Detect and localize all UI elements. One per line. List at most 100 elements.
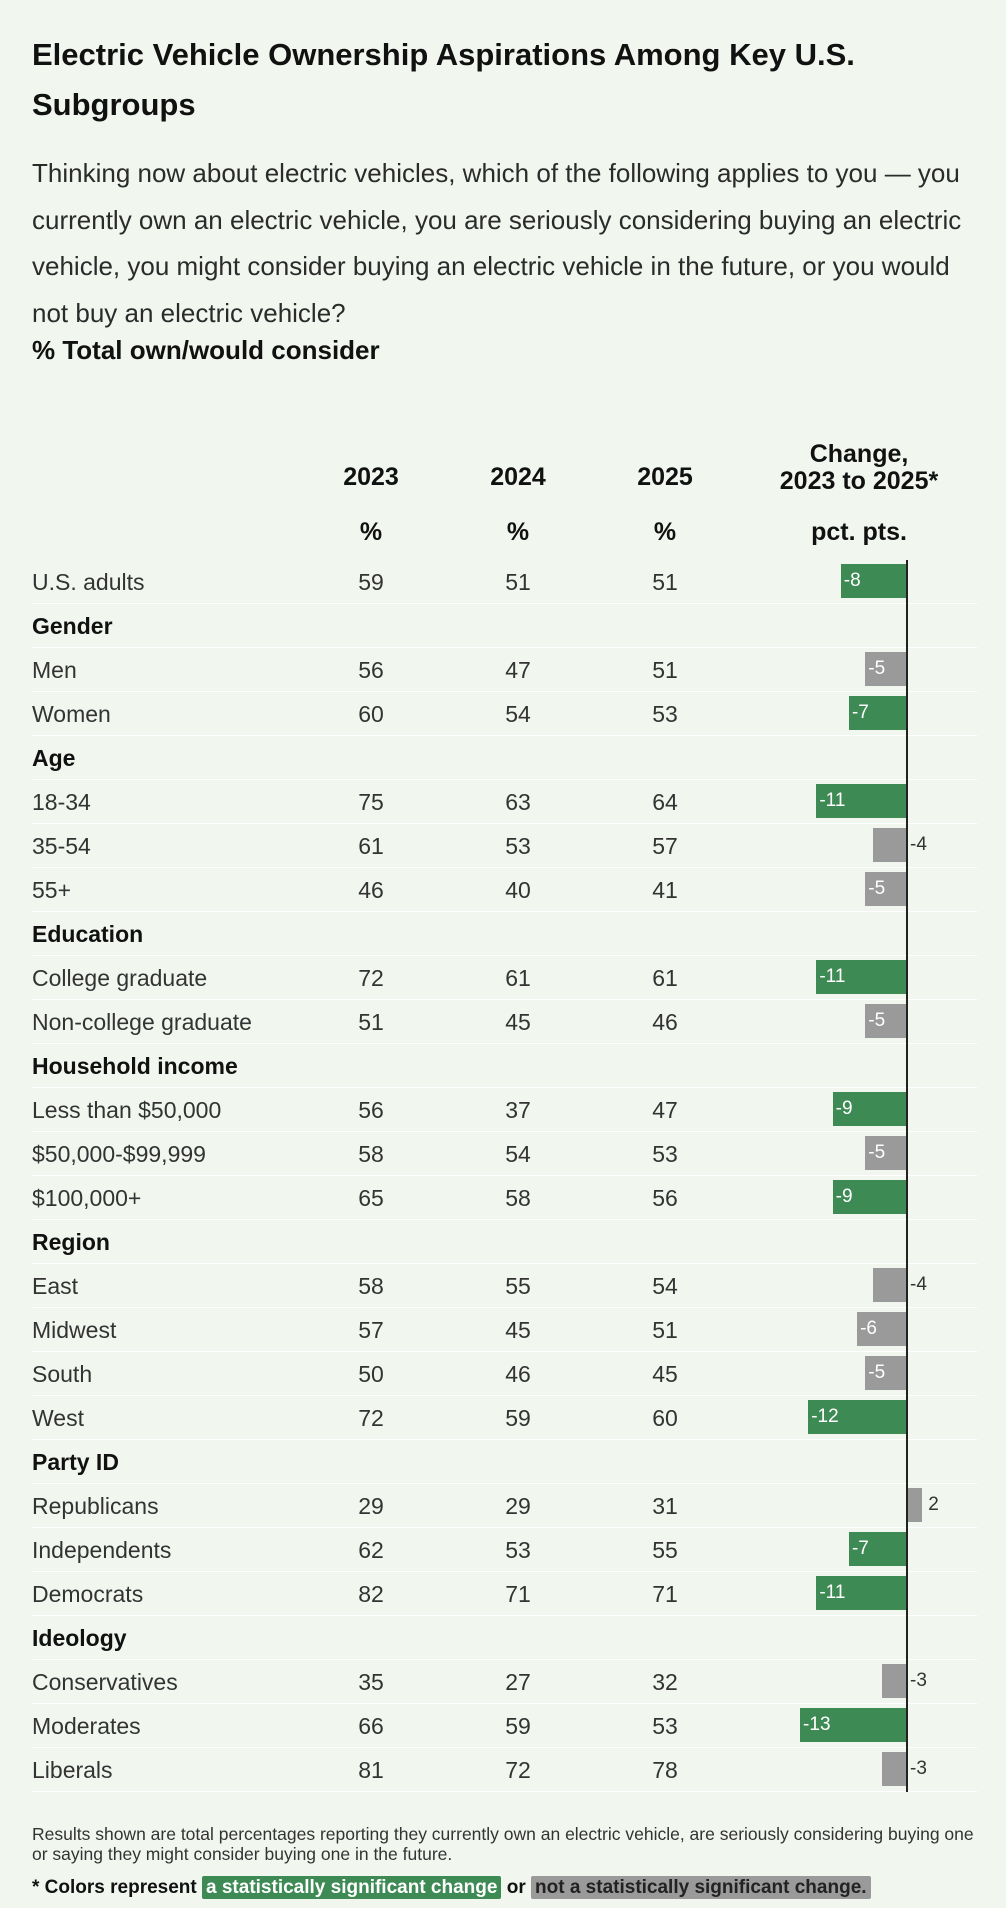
row-divider — [32, 1043, 977, 1044]
row-divider — [32, 1747, 977, 1748]
row-label: East — [32, 1273, 79, 1299]
row-label: $50,000-$99,999 — [32, 1141, 206, 1167]
value-2023: 35 — [358, 1669, 384, 1695]
row-divider — [32, 1219, 977, 1220]
row-label: South — [32, 1361, 93, 1387]
value-2024: 47 — [505, 657, 531, 683]
row-label: Less than $50,000 — [32, 1097, 222, 1123]
change-bar — [808, 1400, 906, 1434]
row-label: College graduate — [32, 965, 208, 991]
change-label: -4 — [910, 834, 927, 855]
row-label: Liberals — [32, 1757, 113, 1783]
change-bar — [848, 696, 906, 730]
value-2025: 78 — [652, 1757, 678, 1783]
value-2025: 57 — [652, 833, 678, 859]
value-2024: 54 — [505, 1141, 531, 1167]
color-legend: * Colors represent a statistically signi… — [32, 1876, 871, 1899]
change-label: -5 — [868, 1010, 886, 1031]
change-header-line1: Change, — [809, 440, 909, 468]
change-bar — [816, 960, 906, 994]
value-2025: 71 — [652, 1581, 678, 1607]
row-divider — [32, 1263, 977, 1264]
value-2023: 75 — [358, 789, 384, 815]
change-label: -9 — [835, 1186, 853, 1207]
group-heading: Household income — [32, 1053, 238, 1079]
value-2024: 45 — [505, 1317, 531, 1343]
value-2024: 58 — [505, 1185, 531, 1211]
change-label: -11 — [819, 790, 846, 811]
change-bar — [865, 652, 906, 686]
row-label: West — [32, 1405, 84, 1431]
unit-change: pct. pts. — [811, 518, 907, 546]
unit-2023: % — [359, 518, 383, 546]
value-2023: 62 — [358, 1537, 384, 1563]
group-heading: Ideology — [32, 1625, 127, 1651]
group-heading: Gender — [32, 613, 113, 639]
legend-connector: or — [506, 1877, 526, 1898]
value-2024: 51 — [505, 569, 531, 595]
change-header-line2: 2023 to 2025* — [779, 467, 939, 495]
value-2024: 53 — [505, 833, 531, 859]
row-divider — [32, 779, 977, 780]
value-2023: 60 — [358, 701, 384, 727]
row-divider — [32, 691, 977, 692]
change-label: -7 — [851, 702, 869, 723]
value-2024: 63 — [505, 789, 531, 815]
row-divider — [32, 999, 977, 1000]
change-label: -9 — [835, 1098, 853, 1119]
value-2025: 53 — [652, 1713, 678, 1739]
value-2024: 59 — [505, 1713, 531, 1739]
change-bar — [865, 1136, 906, 1170]
chart-title: Electric Vehicle Ownership Aspirations A… — [32, 37, 855, 122]
row-divider — [32, 735, 977, 736]
row-divider — [32, 603, 977, 604]
row-divider — [32, 1571, 977, 1572]
footnote: Results shown are total percentages repo… — [32, 1824, 974, 1864]
value-2025: 32 — [652, 1669, 678, 1695]
row-label: Independents — [32, 1537, 172, 1563]
value-2025: 56 — [652, 1185, 678, 1211]
value-2023: 58 — [358, 1141, 384, 1167]
row-divider — [32, 1351, 977, 1352]
row-label: Men — [32, 657, 77, 683]
value-2025: 60 — [652, 1405, 678, 1431]
value-2025: 51 — [652, 569, 678, 595]
row-label: Democrats — [32, 1581, 144, 1607]
row-label: 55+ — [32, 877, 72, 903]
change-label: -5 — [868, 1362, 886, 1383]
change-label: -6 — [860, 1318, 877, 1339]
row-label: Republicans — [32, 1493, 159, 1519]
change-bar — [840, 564, 906, 598]
value-2025: 47 — [652, 1097, 678, 1123]
change-bar — [832, 1092, 906, 1126]
value-2023: 51 — [358, 1009, 384, 1035]
value-2023: 66 — [358, 1713, 384, 1739]
change-label: -5 — [868, 658, 886, 679]
unit-2025: % — [653, 518, 677, 546]
value-2023: 58 — [358, 1273, 384, 1299]
change-bar — [906, 1488, 923, 1522]
value-2025: 61 — [652, 965, 678, 991]
value-2023: 50 — [358, 1361, 384, 1387]
value-2024: 53 — [505, 1537, 531, 1563]
change-bar — [800, 1708, 906, 1742]
value-2023: 82 — [358, 1581, 384, 1607]
value-2025: 51 — [652, 1317, 678, 1343]
change-bar — [816, 1576, 906, 1610]
change-bar — [848, 1532, 906, 1566]
column-header-2023: 2023 — [343, 463, 399, 491]
row-divider — [32, 1527, 977, 1528]
value-2023: 59 — [358, 569, 384, 595]
row-label: Non-college graduate — [32, 1009, 252, 1035]
value-2023: 81 — [358, 1757, 384, 1783]
row-divider — [32, 1175, 977, 1176]
change-bar — [873, 1268, 906, 1302]
change-label: -11 — [819, 966, 846, 987]
value-2023: 72 — [358, 1405, 384, 1431]
value-2024: 27 — [505, 1669, 531, 1695]
change-label: 2 — [928, 1494, 939, 1515]
row-divider — [32, 1087, 977, 1088]
row-divider — [32, 1791, 977, 1792]
row-divider — [32, 823, 977, 824]
row-divider — [32, 867, 977, 868]
